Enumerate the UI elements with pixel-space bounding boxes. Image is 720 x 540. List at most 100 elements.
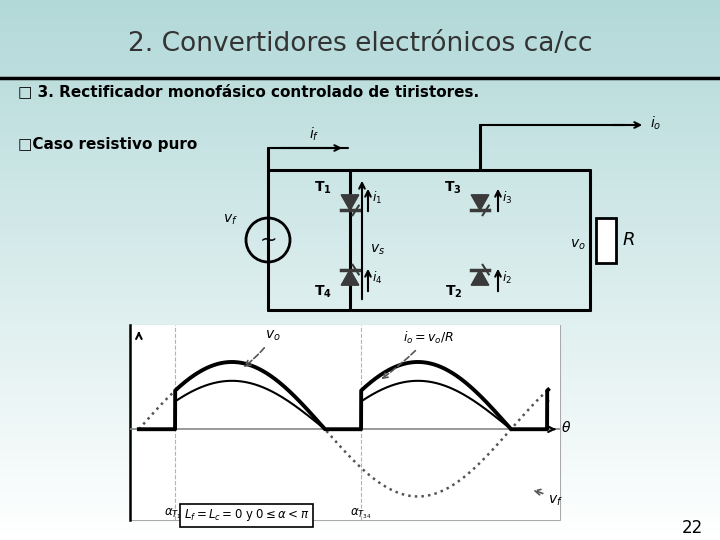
- Bar: [0, 315, 720, 316]
- Bar: [0, 41, 720, 42]
- Bar: [0, 268, 720, 269]
- Bar: [0, 151, 720, 152]
- Bar: [0, 183, 720, 184]
- Bar: [0, 181, 720, 182]
- Bar: [0, 495, 720, 496]
- Bar: [0, 453, 720, 454]
- Bar: [0, 284, 720, 285]
- Bar: [0, 40, 720, 41]
- Bar: [0, 439, 720, 440]
- Bar: [0, 520, 720, 521]
- Bar: [0, 126, 720, 127]
- Bar: [0, 491, 720, 492]
- Bar: [0, 171, 720, 172]
- Bar: [0, 403, 720, 404]
- Bar: [0, 54, 720, 55]
- Bar: [0, 457, 720, 458]
- Bar: [0, 325, 720, 326]
- Bar: [0, 233, 720, 234]
- Bar: [0, 357, 720, 358]
- Bar: [0, 494, 720, 495]
- Bar: [0, 250, 720, 251]
- Bar: [0, 75, 720, 76]
- Bar: [0, 349, 720, 350]
- Bar: [0, 29, 720, 30]
- Bar: [0, 83, 720, 84]
- Bar: [0, 441, 720, 442]
- Bar: [0, 295, 720, 296]
- Bar: [0, 475, 720, 476]
- Bar: [0, 376, 720, 377]
- Bar: [0, 447, 720, 448]
- Bar: [0, 167, 720, 168]
- Bar: [0, 95, 720, 96]
- Bar: [0, 7, 720, 8]
- Bar: [0, 236, 720, 237]
- Bar: [0, 406, 720, 407]
- Bar: [0, 43, 720, 44]
- Bar: [0, 77, 720, 78]
- Bar: [0, 155, 720, 156]
- Bar: [0, 434, 720, 435]
- Bar: [0, 296, 720, 297]
- Bar: [0, 143, 720, 144]
- Bar: [0, 431, 720, 432]
- Bar: [0, 256, 720, 257]
- Bar: [0, 395, 720, 396]
- Bar: [0, 309, 720, 310]
- Bar: [0, 368, 720, 369]
- Bar: [0, 251, 720, 252]
- Bar: [0, 110, 720, 111]
- Bar: [0, 15, 720, 16]
- Bar: [0, 501, 720, 502]
- Text: $\mathbf{T_4}$: $\mathbf{T_4}$: [314, 284, 332, 300]
- Bar: [0, 195, 720, 196]
- Bar: [0, 476, 720, 477]
- Text: $\mathbf{T_1}$: $\mathbf{T_1}$: [314, 180, 332, 196]
- Bar: [0, 402, 720, 403]
- Bar: [0, 169, 720, 170]
- Bar: [0, 536, 720, 537]
- Bar: [0, 266, 720, 267]
- Bar: [0, 145, 720, 146]
- Bar: [0, 125, 720, 126]
- Bar: [0, 197, 720, 198]
- Bar: [0, 6, 720, 7]
- Bar: [0, 463, 720, 464]
- Bar: [0, 400, 720, 401]
- Bar: [0, 339, 720, 340]
- Bar: [0, 272, 720, 273]
- Bar: [0, 426, 720, 427]
- Bar: [0, 408, 720, 409]
- Bar: [0, 533, 720, 534]
- Bar: [0, 497, 720, 498]
- Bar: [0, 344, 720, 345]
- Bar: [0, 209, 720, 210]
- Bar: [0, 10, 720, 11]
- Bar: [0, 132, 720, 133]
- Bar: [0, 241, 720, 242]
- Bar: [0, 198, 720, 199]
- Bar: [0, 117, 720, 118]
- Bar: [0, 208, 720, 209]
- Bar: [0, 182, 720, 183]
- Bar: [0, 504, 720, 505]
- Bar: [0, 484, 720, 485]
- Bar: [0, 294, 720, 295]
- Bar: [0, 322, 720, 323]
- Text: $v_o$: $v_o$: [245, 328, 281, 366]
- Bar: [0, 317, 720, 318]
- Bar: [0, 49, 720, 50]
- Bar: [0, 148, 720, 149]
- Bar: [0, 31, 720, 32]
- Bar: [0, 164, 720, 165]
- Text: $i_1$: $i_1$: [372, 190, 382, 206]
- Bar: [0, 301, 720, 302]
- Bar: [0, 456, 720, 457]
- Bar: [0, 264, 720, 265]
- Bar: [0, 59, 720, 60]
- Bar: [0, 511, 720, 512]
- Bar: [0, 207, 720, 208]
- Bar: [0, 538, 720, 539]
- Bar: [0, 517, 720, 518]
